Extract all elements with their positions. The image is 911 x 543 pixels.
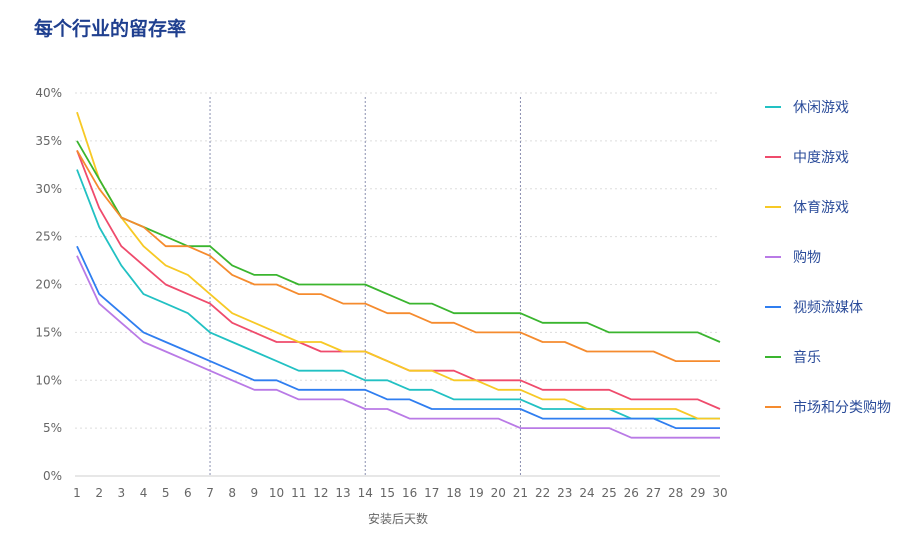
x-tick-label: 8 xyxy=(228,486,236,500)
x-tick-label: 4 xyxy=(140,486,148,500)
legend-label: 音乐 xyxy=(793,350,821,366)
x-tick-label: 19 xyxy=(468,486,483,500)
y-tick-label: 40% xyxy=(35,86,62,100)
x-tick-label: 16 xyxy=(402,486,417,500)
x-tick-label: 29 xyxy=(690,486,705,500)
x-tick-label: 12 xyxy=(313,486,328,500)
x-tick-label: 30 xyxy=(712,486,727,500)
x-tick-label: 10 xyxy=(269,486,284,500)
x-tick-label: 1 xyxy=(73,486,81,500)
legend: 休闲游戏中度游戏体育游戏购物视频流媒体音乐市场和分类购物 xyxy=(765,82,891,432)
legend-item[interactable]: 体育游戏 xyxy=(765,182,891,232)
legend-label: 休闲游戏 xyxy=(793,100,849,116)
legend-swatch xyxy=(765,406,781,408)
legend-item[interactable]: 视频流媒体 xyxy=(765,282,891,332)
y-tick-label: 10% xyxy=(35,373,62,387)
legend-swatch xyxy=(765,206,781,208)
x-tick-label: 27 xyxy=(646,486,661,500)
series-lines xyxy=(76,111,721,439)
x-tick-label: 14 xyxy=(358,486,373,500)
y-tick-label: 15% xyxy=(35,325,62,339)
x-tick-label: 15 xyxy=(380,486,395,500)
x-axis-ticks: 1 2 3 4 5 6 7 8 9 10 11 12 13 14 15 16 17 18 19 20 21 22 23 24 2… xyxy=(73,486,727,500)
x-tick-label: 20 xyxy=(491,486,506,500)
x-tick-label: 17 xyxy=(424,486,439,500)
legend-label: 体育游戏 xyxy=(793,200,849,216)
x-tick-label: 6 xyxy=(184,486,192,500)
x-tick-label: 24 xyxy=(579,486,594,500)
legend-label: 视频流媒体 xyxy=(793,300,863,316)
y-tick-label: 20% xyxy=(35,278,62,292)
legend-swatch xyxy=(765,156,781,158)
legend-label: 中度游戏 xyxy=(793,150,849,166)
legend-label: 购物 xyxy=(793,250,821,266)
x-tick-label: 3 xyxy=(118,486,126,500)
series-line xyxy=(76,255,720,439)
series-line xyxy=(76,140,721,343)
series-line xyxy=(76,111,720,420)
series-line xyxy=(76,149,720,362)
series-line xyxy=(76,169,720,420)
y-axis-ticks: 0% 5% 10% 15% 20% 25% 30% 35% 40% xyxy=(35,86,62,483)
grid-lines xyxy=(75,92,720,477)
legend-item[interactable]: 音乐 xyxy=(765,332,891,382)
x-tick-label: 9 xyxy=(251,486,259,500)
y-tick-label: 5% xyxy=(43,421,62,435)
legend-swatch xyxy=(765,256,781,258)
legend-label: 市场和分类购物 xyxy=(793,400,891,416)
series-line xyxy=(76,245,720,429)
x-tick-label: 13 xyxy=(335,486,350,500)
legend-item[interactable]: 中度游戏 xyxy=(765,132,891,182)
y-tick-label: 30% xyxy=(35,182,62,196)
x-tick-label: 5 xyxy=(162,486,170,500)
vertical-markers xyxy=(209,97,521,476)
chart-title: 每个行业的留存率 xyxy=(34,18,187,40)
legend-item[interactable]: 休闲游戏 xyxy=(765,82,891,132)
x-tick-label: 22 xyxy=(535,486,550,500)
x-tick-label: 2 xyxy=(95,486,103,500)
legend-swatch xyxy=(765,356,781,358)
x-tick-label: 11 xyxy=(291,486,306,500)
legend-swatch xyxy=(765,106,781,108)
legend-item[interactable]: 购物 xyxy=(765,232,891,282)
y-tick-label: 25% xyxy=(35,230,62,244)
x-tick-label: 23 xyxy=(557,486,572,500)
series-line xyxy=(76,150,721,410)
x-tick-label: 28 xyxy=(668,486,683,500)
legend-swatch xyxy=(765,306,781,308)
y-tick-label: 35% xyxy=(35,134,62,148)
x-tick-label: 18 xyxy=(446,486,461,500)
x-tick-label: 7 xyxy=(206,486,214,500)
x-tick-label: 25 xyxy=(601,486,616,500)
legend-item[interactable]: 市场和分类购物 xyxy=(765,382,891,432)
x-axis-label: 安装后天数 xyxy=(368,511,428,526)
x-tick-label: 26 xyxy=(624,486,639,500)
x-tick-label: 21 xyxy=(513,486,528,500)
y-tick-label: 0% xyxy=(43,469,62,483)
